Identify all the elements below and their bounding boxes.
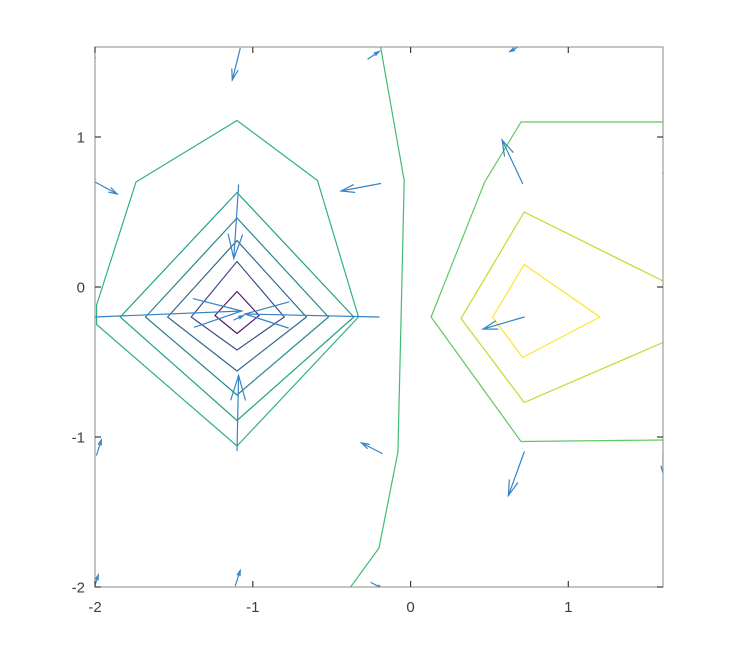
quiver-arrow (227, 184, 244, 261)
quiver-arrow-head (231, 68, 239, 83)
contour-line-right-ring-1 (430, 121, 663, 443)
quiver-arrow-shaft (95, 310, 243, 318)
quiver-arrow-shaft (361, 442, 383, 455)
quiver-arrow-head (97, 437, 102, 446)
x-tick-labels: -2 -1 0 1 (88, 599, 572, 616)
y-tick-label: 1 (77, 130, 85, 147)
quiver-arrow (233, 314, 246, 321)
quiver-arrow-head (481, 320, 499, 330)
quiver-arrow-head (373, 50, 381, 56)
quiver-arrow-head (237, 314, 246, 320)
quiver-layer (95, 47, 663, 587)
quiver-arrow-shaft (340, 182, 382, 192)
quiver-arrow-shaft (233, 184, 240, 260)
x-tick-label: -1 (246, 599, 259, 616)
x-tick-label: 0 (406, 599, 414, 616)
quiver-arrow-head (236, 568, 241, 577)
quiver-arrow-head (507, 479, 519, 498)
x-tick-label: -2 (88, 599, 101, 616)
y-tick-label: -2 (72, 580, 85, 597)
quiver-arrow-shaft (501, 139, 524, 185)
contour-line-left-ring-2 (119, 191, 355, 422)
quiver-arrow-shaft (95, 181, 118, 195)
quiver-arrow (234, 568, 241, 587)
contour-line-left-ring-1 (96, 119, 360, 447)
contour-line-right-ring-2 (460, 211, 663, 404)
y-tick-labels: -2 -1 0 1 (72, 130, 85, 597)
y-tick-label: 0 (77, 280, 85, 297)
quiver-arrow (95, 181, 119, 196)
quiver-arrow (370, 581, 382, 587)
quiver-arrow (339, 182, 382, 193)
quiver-arrow-head (376, 584, 382, 587)
quiver-arrow (230, 373, 246, 452)
quiver-arrow-head (508, 47, 516, 53)
quiver-arrow-head (359, 442, 370, 449)
quiver-arrow (231, 47, 241, 83)
quiver-arrow-head (501, 138, 514, 157)
quiver-arrow (481, 316, 525, 330)
contour-line-left-ring-4 (167, 239, 307, 372)
quiver-arrow-shaft (244, 313, 380, 318)
quiver-arrow (359, 442, 383, 455)
quiver-arrow-shaft (236, 374, 240, 452)
contour-line-left-ring-5 (190, 260, 285, 351)
quiver-arrow-head (108, 187, 119, 196)
quiver-arrow (95, 437, 102, 456)
quiver-arrow-shaft (370, 581, 381, 587)
quiver-arrow-shaft (234, 569, 241, 587)
quiver-arrow-head (192, 298, 244, 328)
quiver-arrow-shaft (231, 47, 241, 81)
y-tick-label: -1 (72, 430, 85, 447)
quiver-arrow-head (95, 572, 99, 581)
axis-ticks (94, 47, 663, 588)
quiver-arrow (367, 50, 381, 60)
quiver-arrow (508, 47, 519, 53)
quiver-arrow-head (242, 301, 290, 329)
quiver-arrow-shaft (95, 439, 102, 456)
contour-line-left-ring-3 (144, 217, 330, 396)
quiver-arrow-head (227, 233, 244, 261)
quiver-arrow (501, 138, 524, 185)
quiver-arrow-head (660, 465, 663, 476)
contour-line-left-ring-6 (214, 290, 260, 335)
quiver-arrow-shaft (482, 316, 525, 330)
contour-lines-layer (96, 47, 663, 587)
quiver-arrow-shaft (507, 451, 525, 497)
quiver-arrow (242, 301, 380, 329)
quiver-arrow-shaft (367, 50, 380, 60)
contour-line-right-ring-3 (492, 263, 601, 359)
quiver-arrow-head (230, 373, 246, 401)
quiver-arrow-head (339, 184, 356, 193)
quiver-arrow (507, 451, 525, 498)
x-tick-label: 1 (564, 599, 572, 616)
contour-line-zero-line (350, 47, 405, 587)
quiver-arrow (95, 298, 244, 328)
axes-box (94, 46, 664, 588)
quiver-arrow (660, 451, 663, 476)
